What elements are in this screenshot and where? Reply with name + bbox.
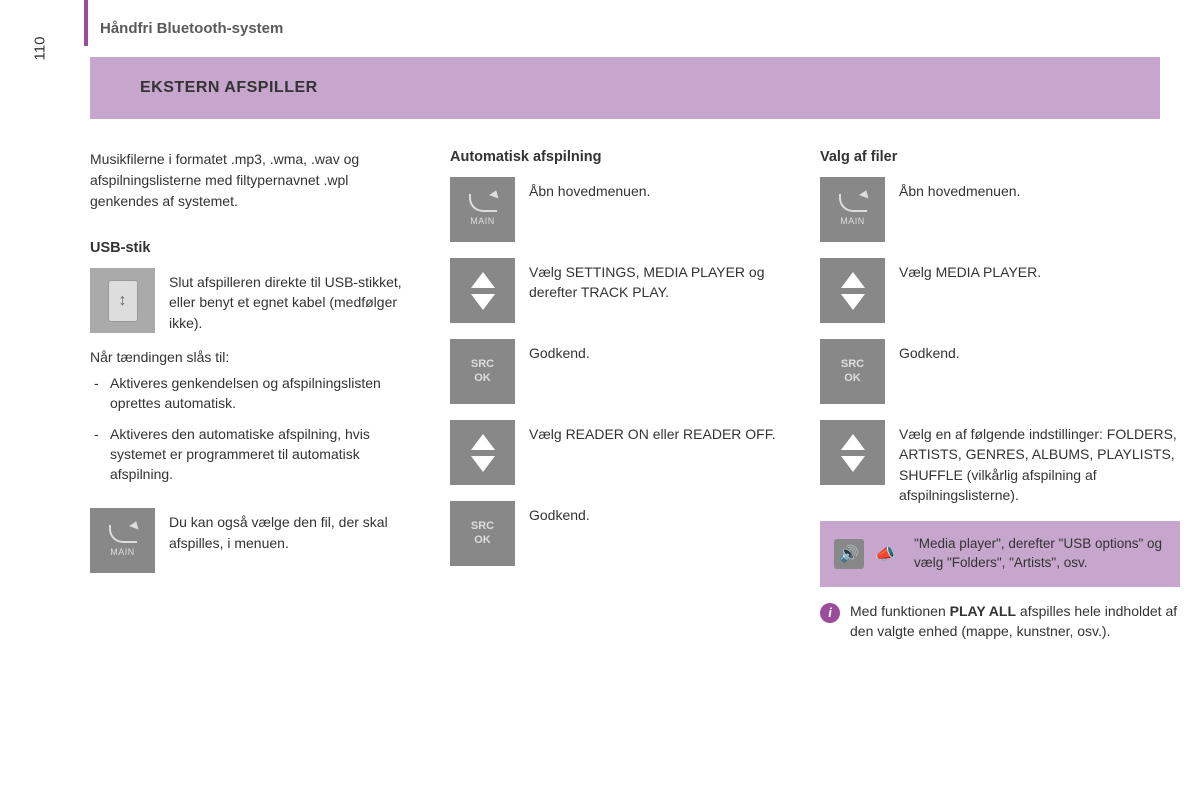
src-ok-icon: SRCOK <box>450 339 515 404</box>
section-header: Håndfri Bluetooth-system <box>100 20 1160 37</box>
page-number: 110 <box>31 37 48 61</box>
src-ok-icon: SRCOK <box>820 339 885 404</box>
usb-icon <box>90 268 155 333</box>
step-row: Vælg en af følgende indstillinger: FOLDE… <box>820 420 1180 505</box>
up-down-icon <box>820 258 885 323</box>
info-note: i Med funktionen PLAY ALL afspilles hele… <box>820 601 1180 642</box>
voice-icons: 🔊 📣 <box>834 539 900 569</box>
main-button-icon: MAIN <box>820 177 885 242</box>
step-row: SRCOK Godkend. <box>450 501 790 566</box>
info-text: Med funktionen PLAY ALL afspilles hele i… <box>850 601 1180 642</box>
intro-text: Musikfilerne i formatet .mp3, .wma, .wav… <box>90 149 420 212</box>
column-middle: Automatisk afspilning MAIN Åbn hovedmenu… <box>450 149 790 642</box>
step-row: MAIN Åbn hovedmenuen. <box>450 177 790 242</box>
step-text: Vælg en af følgende indstillinger: FOLDE… <box>899 420 1180 505</box>
main-button-icon: MAIN <box>450 177 515 242</box>
src-ok-icon: SRCOK <box>450 501 515 566</box>
step-text: Godkend. <box>899 339 960 363</box>
content-grid: Musikfilerne i formatet .mp3, .wma, .wav… <box>90 149 1160 642</box>
file-select-heading: Valg af filer <box>820 149 1180 165</box>
menu-row: MAIN Du kan også vælge den fil, der skal… <box>90 508 420 573</box>
step-text: Godkend. <box>529 501 590 525</box>
column-right: Valg af filer MAIN Åbn hovedmenuen. Vælg… <box>820 149 1180 642</box>
usb-row: Slut afspilleren direkte til USB-stikket… <box>90 268 420 333</box>
title-bar: EKSTERN AFSPILLER <box>90 57 1160 119</box>
column-left: Musikfilerne i formatet .mp3, .wma, .wav… <box>90 149 420 642</box>
step-row: Vælg SETTINGS, MEDIA PLAYER og derefter … <box>450 258 790 323</box>
voice-command-box: 🔊 📣 "Media player", derefter "USB option… <box>820 521 1180 587</box>
main-button-icon: MAIN <box>90 508 155 573</box>
usb-text: Slut afspilleren direkte til USB-stikket… <box>169 268 420 333</box>
step-text: Vælg SETTINGS, MEDIA PLAYER og derefter … <box>529 258 790 303</box>
step-text: Vælg READER ON eller READER OFF. <box>529 420 776 444</box>
step-text: Åbn hovedmenuen. <box>899 177 1020 201</box>
info-icon: i <box>820 603 840 623</box>
step-row: MAIN Åbn hovedmenuen. <box>820 177 1180 242</box>
step-row: SRCOK Godkend. <box>450 339 790 404</box>
list-item: Aktiveres den automatiske afspilning, hv… <box>90 424 420 485</box>
menu-text: Du kan også vælge den fil, der skal afsp… <box>169 508 420 553</box>
page-title: EKSTERN AFSPILLER <box>140 79 1130 97</box>
up-down-icon <box>450 420 515 485</box>
speaker-icon: 🔊 <box>834 539 864 569</box>
up-down-icon <box>820 420 885 485</box>
list-item: Aktiveres genkendelsen og afspilningslis… <box>90 373 420 414</box>
ignition-lead: Når tændingen slås til: <box>90 349 420 365</box>
step-text: Åbn hovedmenuen. <box>529 177 650 201</box>
voice-text: "Media player", derefter "USB options" o… <box>914 535 1166 573</box>
up-down-icon <box>450 258 515 323</box>
step-row: Vælg READER ON eller READER OFF. <box>450 420 790 485</box>
step-row: SRCOK Godkend. <box>820 339 1180 404</box>
auto-play-heading: Automatisk afspilning <box>450 149 790 165</box>
step-text: Godkend. <box>529 339 590 363</box>
step-text: Vælg MEDIA PLAYER. <box>899 258 1041 282</box>
voice-wave-icon: 📣 <box>870 539 900 569</box>
usb-heading: USB-stik <box>90 240 420 256</box>
step-row: Vælg MEDIA PLAYER. <box>820 258 1180 323</box>
accent-bar <box>84 0 88 46</box>
ignition-list: Aktiveres genkendelsen og afspilningslis… <box>90 373 420 484</box>
